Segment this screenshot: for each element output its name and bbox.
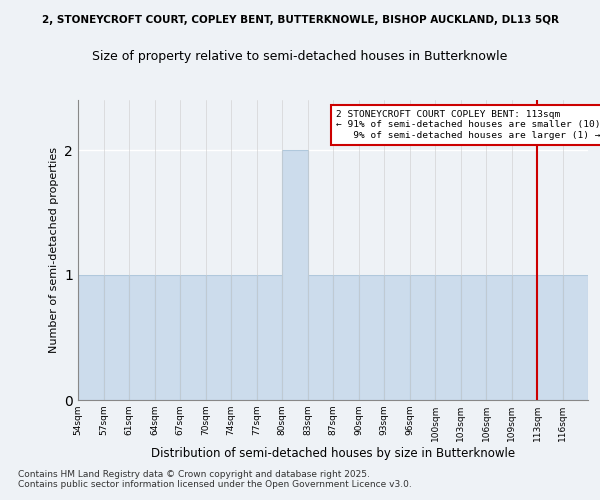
- Y-axis label: Number of semi-detached properties: Number of semi-detached properties: [49, 147, 59, 353]
- Bar: [308, 275, 333, 400]
- Bar: [180, 275, 205, 400]
- Bar: [155, 275, 180, 400]
- Bar: [78, 275, 104, 400]
- Bar: [359, 275, 384, 400]
- Bar: [231, 275, 257, 400]
- Bar: [511, 275, 537, 400]
- Bar: [537, 275, 563, 400]
- Bar: [104, 275, 129, 400]
- Bar: [486, 275, 511, 400]
- Text: 2, STONEYCROFT COURT, COPLEY BENT, BUTTERKNOWLE, BISHOP AUCKLAND, DL13 5QR: 2, STONEYCROFT COURT, COPLEY BENT, BUTTE…: [41, 15, 559, 25]
- Bar: [461, 275, 486, 400]
- Bar: [409, 275, 435, 400]
- Bar: [435, 275, 461, 400]
- Bar: [563, 275, 588, 400]
- Text: 2 STONEYCROFT COURT COPLEY BENT: 113sqm
← 91% of semi-detached houses are smalle: 2 STONEYCROFT COURT COPLEY BENT: 113sqm …: [335, 110, 600, 140]
- Bar: [333, 275, 359, 400]
- Bar: [282, 150, 308, 400]
- Bar: [384, 275, 409, 400]
- X-axis label: Distribution of semi-detached houses by size in Butterknowle: Distribution of semi-detached houses by …: [151, 447, 515, 460]
- Bar: [129, 275, 155, 400]
- Bar: [257, 275, 282, 400]
- Bar: [205, 275, 231, 400]
- Text: Size of property relative to semi-detached houses in Butterknowle: Size of property relative to semi-detach…: [92, 50, 508, 63]
- Text: Contains HM Land Registry data © Crown copyright and database right 2025.
Contai: Contains HM Land Registry data © Crown c…: [18, 470, 412, 490]
